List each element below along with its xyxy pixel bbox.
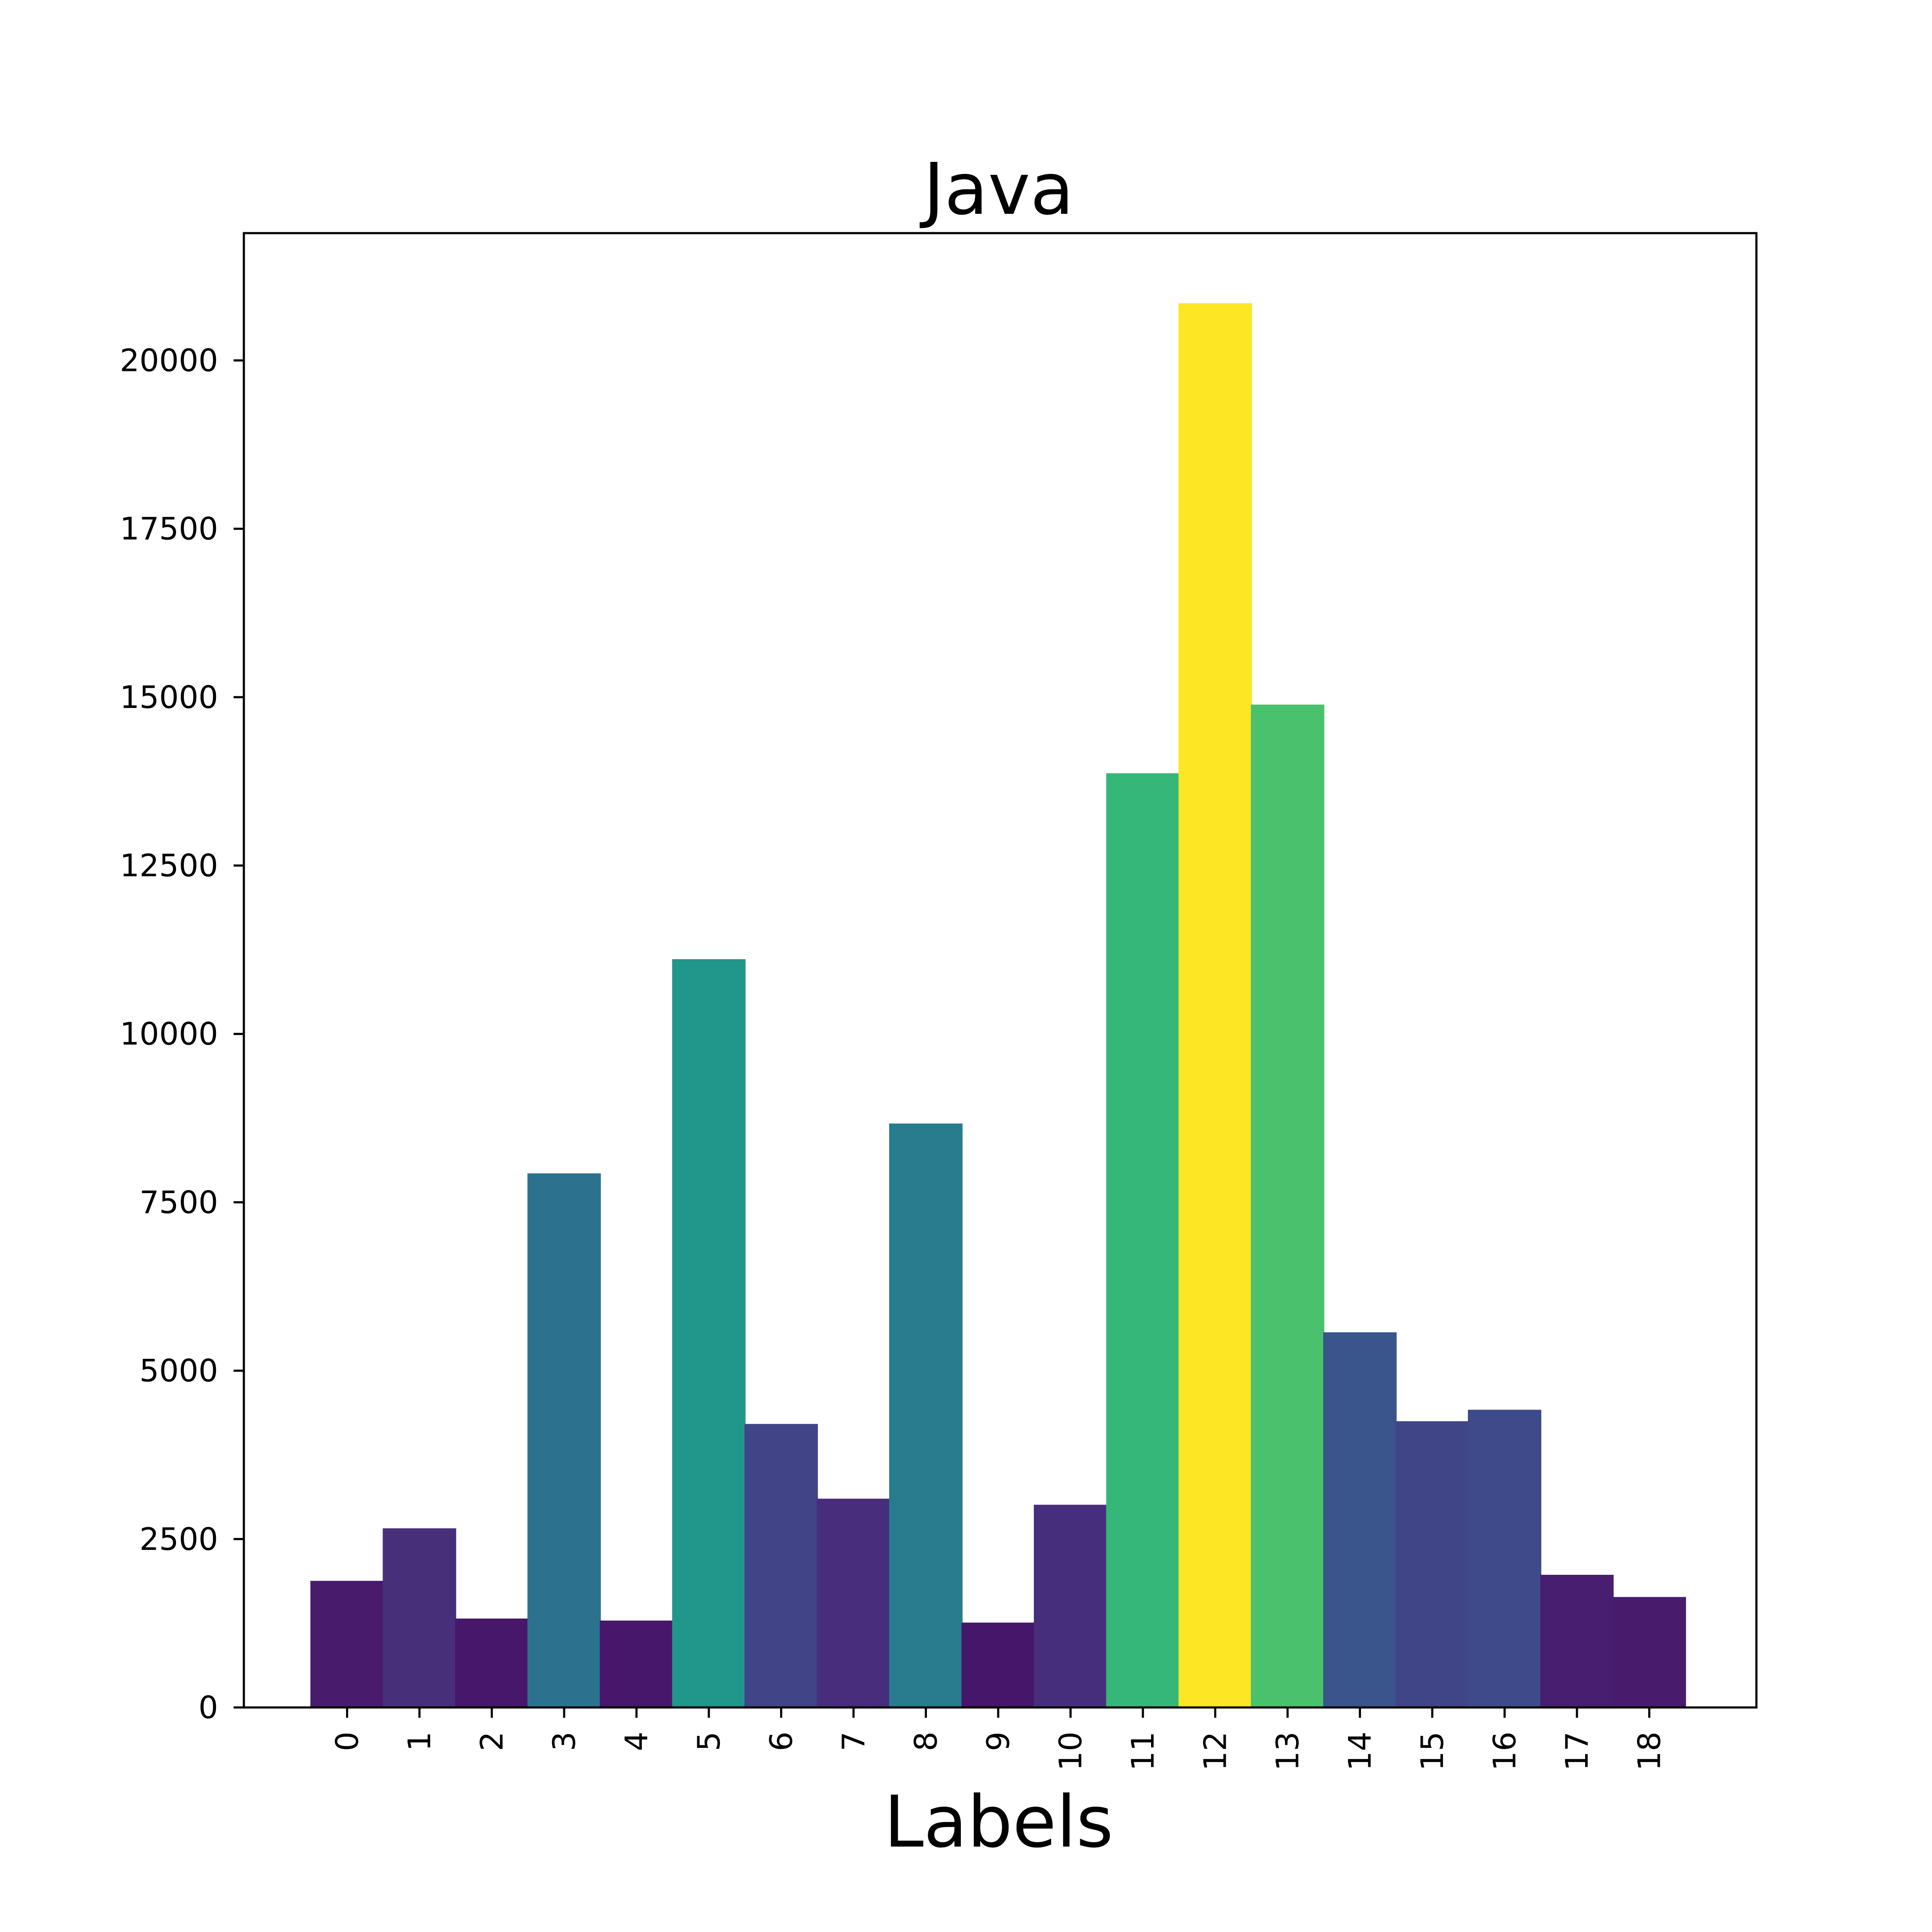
x-tick-label: 6 [763, 1732, 799, 1751]
x-tick-label: 4 [619, 1732, 655, 1751]
bar-18 [1613, 1597, 1686, 1707]
x-axis-title: Labels [884, 1781, 1113, 1864]
bar-17 [1540, 1575, 1614, 1707]
bar-5 [672, 959, 746, 1707]
x-tick-label: 2 [474, 1732, 510, 1751]
y-tick-label: 12500 [120, 848, 218, 884]
bar-4 [600, 1620, 673, 1707]
bar-1 [383, 1528, 456, 1707]
x-tick-label: 14 [1342, 1732, 1378, 1771]
bar-2 [455, 1618, 529, 1707]
y-tick-label: 20000 [120, 342, 218, 378]
x-tick-label: 7 [835, 1732, 872, 1751]
bar-11 [1106, 773, 1180, 1707]
bar-6 [744, 1424, 818, 1707]
x-tick-label: 0 [329, 1732, 365, 1751]
y-tick-label: 0 [198, 1689, 218, 1725]
x-tick-label: 1 [401, 1732, 437, 1751]
x-tick-label: 12 [1197, 1732, 1233, 1771]
x-tick-label: 3 [546, 1732, 582, 1751]
y-tick-label: 5000 [140, 1353, 218, 1389]
bar-10 [1034, 1504, 1107, 1707]
bar-8 [889, 1123, 963, 1707]
y-tick-label: 15000 [120, 679, 218, 715]
bar-16 [1468, 1410, 1541, 1707]
x-tick-label: 15 [1414, 1732, 1450, 1771]
x-tick-label: 9 [980, 1732, 1016, 1751]
bar-7 [817, 1498, 890, 1707]
bar-3 [527, 1173, 601, 1707]
bar-12 [1179, 303, 1252, 1708]
bars [310, 303, 1686, 1708]
x-tick-label: 16 [1487, 1732, 1523, 1771]
x-tick-label: 10 [1053, 1732, 1089, 1771]
x-tick-label: 13 [1270, 1732, 1306, 1771]
y-tick-label: 7500 [140, 1184, 218, 1220]
bar-13 [1251, 705, 1324, 1707]
x-tick-label: 18 [1631, 1732, 1668, 1771]
y-tick-label: 17500 [120, 511, 218, 547]
x-tick-label: 5 [691, 1732, 727, 1751]
bar-14 [1323, 1332, 1397, 1707]
y-tick-label: 10000 [120, 1016, 218, 1052]
chart-title: Java [920, 148, 1074, 231]
x-axis-ticks: 0 1 2 3 4 5 6 7 8 9 10 11 12 13 14 15 16 17 18 [329, 1707, 1668, 1771]
x-tick-label: 8 [908, 1732, 944, 1751]
bar-0 [310, 1581, 384, 1707]
plot-frame [243, 232, 1758, 1709]
bar-9 [961, 1622, 1035, 1707]
y-axis-ticks: 0 2500 5000 7500 10000 12500 15000 17500 20000 [120, 342, 244, 1725]
x-tick-label: 11 [1125, 1732, 1161, 1771]
x-tick-label: 17 [1559, 1732, 1595, 1771]
y-tick-label: 2500 [140, 1521, 218, 1557]
bar-15 [1395, 1421, 1469, 1707]
